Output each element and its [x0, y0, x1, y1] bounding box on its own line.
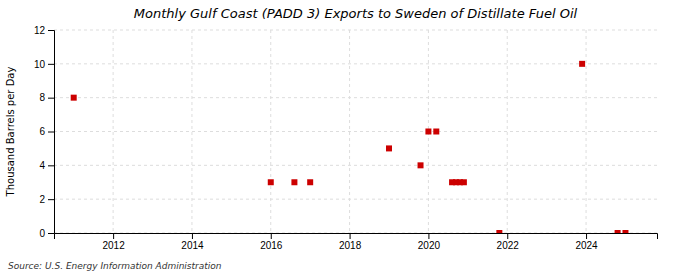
x-axis-tick-mark: [507, 233, 508, 239]
x-axis-tick: 2020: [418, 233, 441, 251]
y-axis-tick: 10: [34, 59, 54, 70]
points: [71, 61, 629, 233]
y-axis-tick-mark: [48, 199, 54, 200]
y-axis-tick: 8: [39, 92, 54, 103]
x-axis-tick: 2024: [575, 233, 598, 251]
title: Monthly Gulf Coast (PADD 3) Exports to S…: [134, 6, 578, 21]
x-axis-tick: 2016: [260, 233, 283, 251]
grid-line-y: [54, 131, 657, 132]
point: [418, 162, 424, 168]
y-axis-tick: 2: [39, 194, 54, 205]
point: [579, 61, 585, 67]
y-axis-tick: 6: [39, 126, 54, 137]
x-axis-tick-label: 2022: [497, 240, 520, 251]
y-axis-tick-label: 12: [34, 25, 46, 36]
y-axis-tick-label: 0: [39, 228, 45, 239]
x-axis-tick-mark: [428, 233, 429, 239]
y-axis: 0 2 4 6 8 10 12: [34, 25, 55, 239]
grid-line-x: [586, 30, 587, 233]
y-axis-tick-mark: [48, 165, 54, 166]
x-axis-tick-mark: [113, 233, 114, 239]
grid-line-y: [54, 30, 657, 31]
y-axis-title: Thousand Barrels per Day: [5, 67, 16, 198]
grid-line-y: [54, 199, 657, 200]
y-axis-tick: 12: [34, 25, 54, 36]
x-axis-tick-label: 2016: [260, 240, 283, 251]
grid-line-x: [349, 30, 350, 233]
x-axis-tick-label: 2012: [102, 240, 125, 251]
x-axis-tick-mark: [192, 233, 193, 239]
point: [425, 129, 431, 135]
y-axis-tick-mark: [48, 98, 54, 99]
y-axis-tick-mark: [48, 233, 54, 234]
point: [386, 145, 392, 151]
x-axis-tick-label: 2018: [339, 240, 362, 251]
grid-line-x: [113, 30, 114, 233]
y-axis-tick: 0: [39, 228, 54, 239]
y-axis-tick-label: 2: [39, 194, 45, 205]
chart: 2012 2014 2016 2018 2020 2022 2024 0 2 4 6 8 10 12 Mon…: [0, 0, 675, 275]
x-axis-line: [55, 234, 658, 240]
x-axis: 2012 2014 2016 2018 2020 2022 2024: [55, 233, 658, 251]
y-axis-tick-label: 4: [39, 160, 45, 171]
x-axis-tick-mark: [271, 233, 272, 239]
source: Source: U.S. Energy Information Administ…: [8, 261, 222, 271]
x-axis-tick-mark: [586, 233, 587, 239]
x-axis-tick: 2022: [497, 233, 520, 251]
point: [461, 179, 467, 185]
y-axis-tick-label: 8: [39, 92, 45, 103]
x-axis-tick: 2014: [181, 233, 204, 251]
x-axis-tick-label: 2020: [418, 240, 441, 251]
plot: 2012 2014 2016 2018 2020 2022 2024 0 2 4 6 8 10 12: [34, 25, 658, 251]
point: [615, 230, 621, 233]
y-axis-tick-label: 10: [34, 59, 46, 70]
x-axis-tick: 2018: [339, 233, 362, 251]
y-axis-tick-mark: [48, 30, 54, 31]
y-axis-tick-mark: [48, 132, 54, 133]
y-axis-tick-label: 6: [39, 126, 45, 137]
grid-line-x: [191, 30, 192, 233]
grid-line-y: [54, 63, 657, 64]
point: [307, 179, 313, 185]
point: [268, 179, 274, 185]
x-axis-tick-mark: [350, 233, 351, 239]
grid: [54, 30, 657, 233]
point: [496, 230, 502, 233]
grid-line-y: [54, 97, 657, 98]
y-axis-tick-mark: [48, 64, 54, 65]
y-axis-tick: 4: [39, 160, 54, 171]
point: [291, 179, 297, 185]
point: [622, 230, 628, 233]
x-axis-tick-label: 2014: [181, 240, 204, 251]
grid-line-x: [507, 30, 508, 233]
point: [71, 95, 77, 101]
point: [433, 129, 439, 135]
grid-line-y: [54, 165, 657, 166]
y-axis-line: [48, 31, 55, 234]
x-axis-tick-label: 2024: [575, 240, 598, 251]
x-axis-tick: 2012: [102, 233, 125, 251]
grid-line-x: [270, 30, 271, 233]
